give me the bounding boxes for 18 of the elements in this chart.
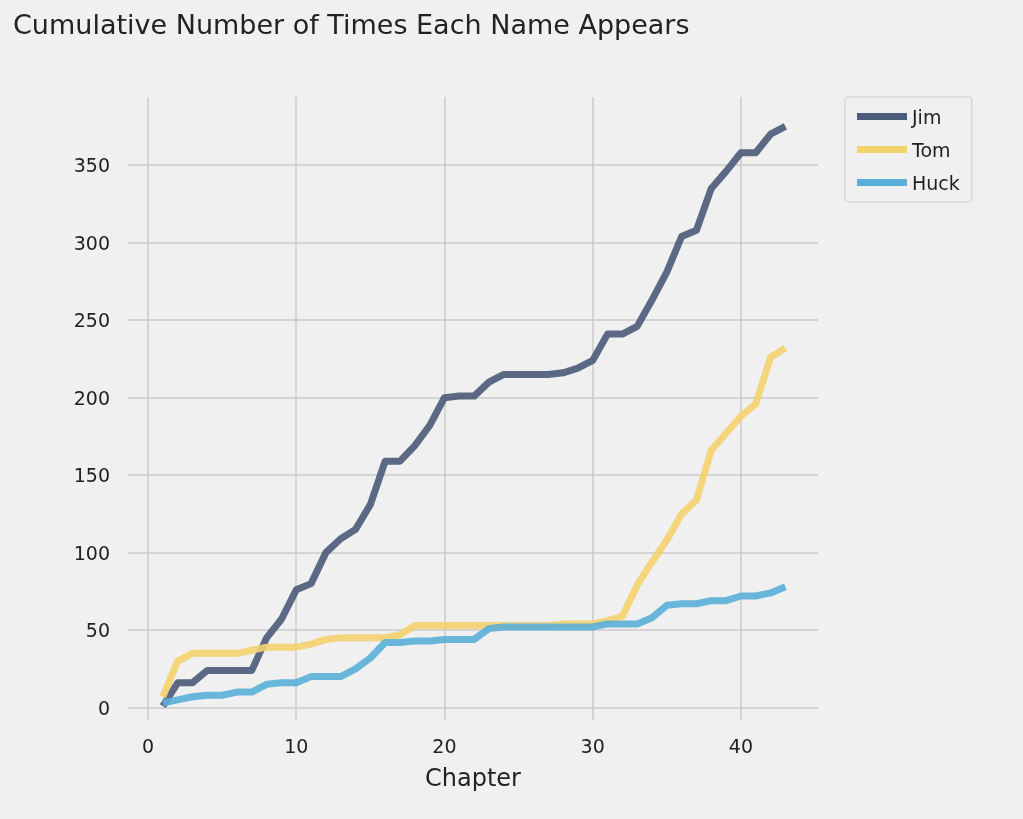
x-tick-label: 40 bbox=[728, 734, 754, 757]
x-tick-label: 10 bbox=[284, 734, 309, 757]
y-tick-label: 200 bbox=[73, 386, 110, 409]
y-tick-label: 50 bbox=[85, 619, 110, 642]
legend-label: Jim bbox=[911, 105, 942, 128]
y-tick-label: 250 bbox=[73, 309, 110, 332]
chart-title: Cumulative Number of Times Each Name Appears bbox=[13, 9, 690, 40]
legend-label: Tom bbox=[911, 138, 951, 161]
x-tick-label: 30 bbox=[580, 734, 605, 757]
y-tick-label: 0 bbox=[97, 696, 110, 719]
x-tick-label: 0 bbox=[141, 734, 155, 757]
y-tick-label: 300 bbox=[73, 231, 110, 254]
x-tick-label: 20 bbox=[432, 734, 457, 757]
y-tick-label: 350 bbox=[73, 154, 110, 177]
y-tick-label: 100 bbox=[73, 541, 110, 564]
x-axis-title: Chapter bbox=[425, 764, 522, 792]
legend-label: Huck bbox=[912, 171, 960, 194]
y-tick-label: 150 bbox=[73, 464, 110, 487]
